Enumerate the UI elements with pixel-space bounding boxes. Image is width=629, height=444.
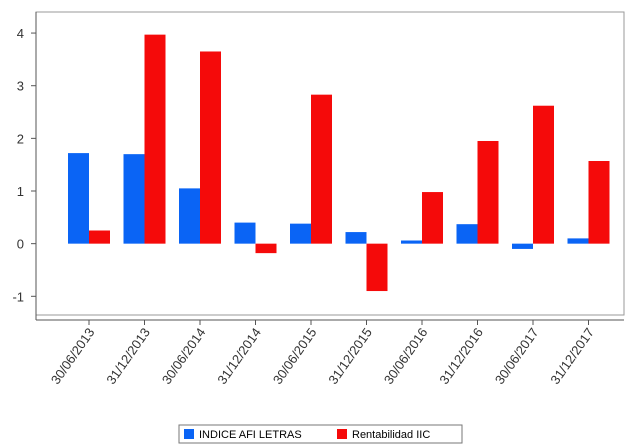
bar-rentabilidad-iic [144, 34, 166, 244]
bar-indice-afi-letras [512, 243, 533, 249]
x-tick-label: 30/06/2016 [381, 325, 431, 387]
x-tick-label: 30/06/2017 [492, 325, 542, 387]
bar-indice-afi-letras [290, 223, 311, 244]
x-tick-label: 31/12/2016 [436, 325, 486, 387]
x-axis-ticks: 30/06/2013 31/12/2013 30/06/2014 31/12/2014… [48, 320, 597, 387]
legend: INDICE AFI LETRAS Rentabilidad IIC [178, 424, 463, 444]
bar-rentabilidad-iic [477, 140, 499, 244]
bar-indice-afi-letras [456, 224, 478, 244]
x-tick-label: 31/12/2015 [325, 325, 375, 387]
legend-swatch-rentabilidad-iic [337, 429, 347, 439]
bar-rentabilidad-iic [422, 192, 443, 244]
bar-rentabilidad-iic [255, 243, 277, 254]
bar-indice-afi-letras [234, 222, 256, 244]
x-tick-label: 31/12/2013 [103, 325, 153, 387]
x-tick-label: 30/06/2013 [48, 325, 98, 387]
bar-indice-afi-letras [401, 240, 422, 244]
y-tick-label: 3 [17, 79, 24, 94]
bar-indice-afi-letras [567, 238, 589, 244]
x-tick-label: 31/12/2017 [547, 325, 597, 387]
bar-rentabilidad-iic [311, 94, 332, 244]
y-axis-ticks: -1 0 1 2 3 4 [12, 26, 36, 304]
bar-rentabilidad-iic [89, 230, 110, 244]
bar-indice-afi-letras [179, 188, 200, 244]
bar-rentabilidad-iic [533, 105, 554, 244]
legend-box [178, 424, 463, 444]
y-tick-label: 1 [17, 184, 24, 199]
y-tick-label: 2 [17, 131, 24, 146]
x-tick-label: 31/12/2014 [214, 325, 264, 387]
y-tick-label: 4 [17, 26, 24, 41]
bar-indice-afi-letras [68, 153, 89, 244]
y-tick-label: -1 [12, 289, 24, 304]
bar-rentabilidad-iic [588, 160, 610, 244]
legend-swatch-indice-afi-letras [184, 429, 194, 439]
bar-indice-afi-letras [345, 232, 367, 244]
legend-label-indice-afi-letras: INDICE AFI LETRAS [199, 429, 302, 441]
x-tick-label: 30/06/2014 [159, 325, 209, 387]
bar-indice-afi-letras [123, 154, 145, 244]
bar-rentabilidad-iic [366, 243, 388, 292]
y-tick-label: 0 [17, 237, 24, 252]
legend-label-rentabilidad-iic: Rentabilidad IIC [352, 429, 430, 441]
bar-rentabilidad-iic [200, 51, 221, 244]
bars [68, 34, 610, 292]
x-tick-label: 30/06/2015 [270, 325, 320, 387]
